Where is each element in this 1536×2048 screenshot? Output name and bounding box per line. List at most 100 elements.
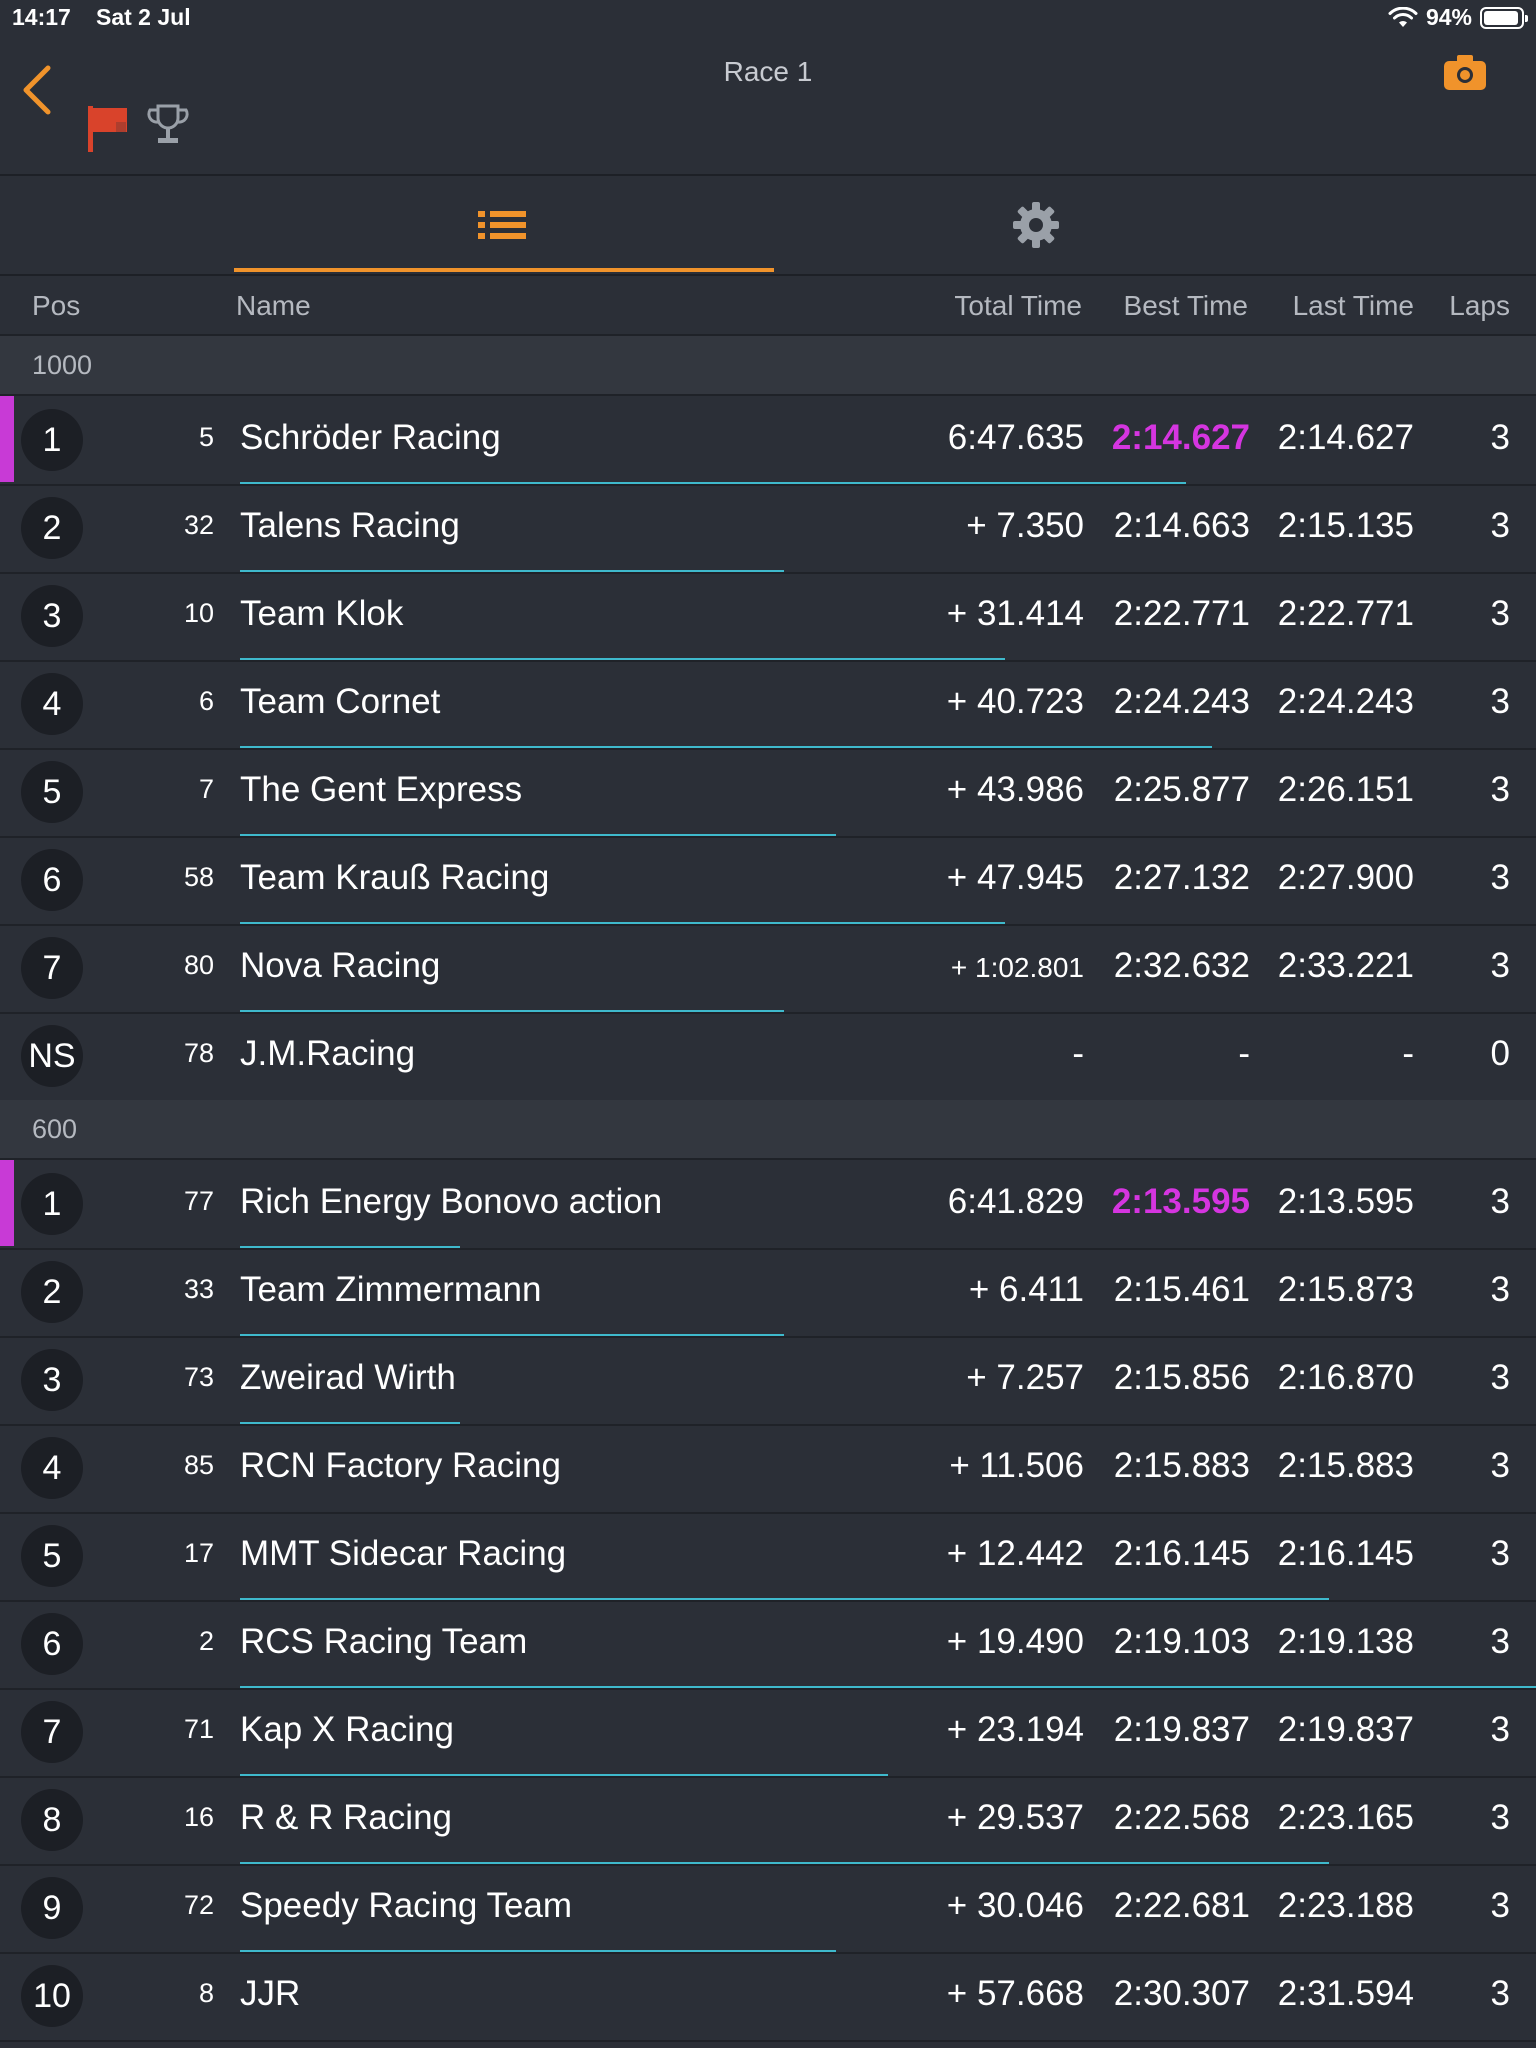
- lap-progress-bar: [240, 1598, 1329, 1600]
- col-last-time: Last Time: [1292, 290, 1414, 321]
- lap-progress-bar: [240, 482, 1186, 484]
- result-row[interactable]: 3 73 Zweirad Wirth + 7.257 2:15.856 2:16.870 3: [0, 1336, 1536, 1426]
- laps-count: 3: [1490, 1710, 1510, 1749]
- team-name: MMT Sidecar Racing: [240, 1534, 567, 1573]
- best-time: 2:19.837: [1113, 1710, 1250, 1749]
- best-time: 2:22.681: [1113, 1886, 1250, 1925]
- last-time: 2:26.151: [1277, 770, 1414, 809]
- total-time: + 47.945: [946, 858, 1084, 897]
- result-row[interactable]: 6 58 Team Krauß Racing + 47.945 2:27.132 2:27…: [0, 836, 1536, 926]
- last-time: 2:14.627: [1277, 418, 1414, 457]
- lap-progress-bar: [240, 1686, 1536, 1688]
- result-row[interactable]: 8 16 R & R Racing + 29.537 2:22.568 2:23.165 3: [0, 1776, 1536, 1866]
- team-name: JJR: [240, 1974, 301, 2013]
- lap-progress-bar: [240, 746, 1212, 748]
- entry-number: 33: [183, 1274, 214, 1304]
- team-name: Team Zimmermann: [240, 1270, 542, 1309]
- result-row[interactable]: 10 8 JJR + 57.668 2:30.307 2:31.594 3: [0, 1952, 1536, 2042]
- last-time: 2:15.873: [1277, 1270, 1414, 1309]
- result-row[interactable]: 2 33 Team Zimmermann + 6.411 2:15.461 2:15.87…: [0, 1248, 1536, 1338]
- status-bar: 14:17 Sat 2 Jul 94%: [0, 0, 1536, 40]
- last-time: 2:13.595: [1277, 1182, 1414, 1221]
- entry-number: 73: [183, 1362, 214, 1392]
- best-time: 2:15.856: [1113, 1358, 1250, 1397]
- lap-progress-bar: [240, 1774, 888, 1776]
- laps-count: 3: [1490, 946, 1510, 985]
- total-time: + 40.723: [946, 682, 1084, 721]
- group-label: 600: [32, 1114, 78, 1144]
- tab-bar: [0, 176, 1536, 276]
- position-badge: 7: [21, 937, 83, 999]
- lap-progress-bar: [240, 834, 836, 836]
- last-time: 2:22.771: [1277, 594, 1414, 633]
- result-row[interactable]: 5 17 MMT Sidecar Racing + 12.442 2:16.145 2:1…: [0, 1512, 1536, 1602]
- result-row[interactable]: 7 80 Nova Racing + 1:02.801 2:32.632 2:33.221…: [0, 924, 1536, 1014]
- tab-settings[interactable]: [768, 176, 1304, 274]
- col-pos: Pos: [32, 290, 81, 321]
- last-time: -: [1402, 1034, 1414, 1073]
- result-row[interactable]: NS 78 J.M.Racing - - - 0: [0, 1012, 1536, 1102]
- position-badge: 9: [21, 1877, 83, 1939]
- team-name: Kap X Racing: [240, 1710, 455, 1749]
- result-row[interactable]: 4 6 Team Cornet + 40.723 2:24.243 2:24.243 3: [0, 660, 1536, 750]
- tab-list[interactable]: [234, 176, 770, 274]
- best-time: -: [1238, 1034, 1250, 1073]
- page-title: Race 1: [723, 56, 813, 87]
- entry-number: 71: [183, 1714, 214, 1744]
- lap-progress-bar: [240, 1950, 836, 1952]
- best-time: 2:30.307: [1113, 1974, 1250, 2013]
- result-row[interactable]: 6 2 RCS Racing Team + 19.490 2:19.103 2:19.13…: [0, 1600, 1536, 1690]
- entry-number: 85: [183, 1450, 214, 1480]
- entry-number: 7: [198, 774, 214, 804]
- position-badge: 2: [21, 1261, 83, 1323]
- total-time: + 7.350: [966, 506, 1084, 545]
- flag-icon[interactable]: [86, 102, 132, 154]
- last-time: 2:19.837: [1277, 1710, 1414, 1749]
- entry-number: 58: [183, 862, 214, 892]
- result-row[interactable]: 3 10 Team Klok + 31.414 2:22.771 2:22.771 3: [0, 572, 1536, 662]
- result-row[interactable]: 5 7 The Gent Express + 43.986 2:25.877 2:26.1…: [0, 748, 1536, 838]
- result-row[interactable]: 1 77 Rich Energy Bonovo action 6:41.829 2:13…: [0, 1160, 1536, 1250]
- battery-percent: 94%: [1425, 4, 1472, 30]
- result-row[interactable]: 9 72 Speedy Racing Team + 30.046 2:22.681 2:2…: [0, 1864, 1536, 1954]
- total-time: + 23.194: [946, 1710, 1084, 1749]
- lap-progress-bar: [240, 1334, 784, 1336]
- result-row[interactable]: 2 32 Talens Racing + 7.350 2:14.663 2:15.135 3: [0, 484, 1536, 574]
- nav-bar: Race 1: [0, 40, 1536, 176]
- laps-count: 3: [1490, 1182, 1510, 1221]
- team-name: Team Klok: [240, 594, 404, 633]
- list-icon: [478, 211, 526, 239]
- group-label: 1000: [32, 350, 93, 380]
- position-badge: 6: [21, 1613, 83, 1675]
- position-badge: 2: [21, 497, 83, 559]
- position-badge: 10: [21, 1965, 83, 2027]
- leader-marker: [0, 1160, 14, 1246]
- total-time: + 57.668: [946, 1974, 1084, 2013]
- camera-icon[interactable]: [1442, 52, 1488, 92]
- entry-number: 10: [183, 598, 214, 628]
- laps-count: 3: [1490, 506, 1510, 545]
- entry-number: 72: [183, 1890, 214, 1920]
- result-row[interactable]: 7 71 Kap X Racing + 23.194 2:19.837 2:19.837 3: [0, 1688, 1536, 1778]
- back-chevron-icon[interactable]: [14, 60, 58, 120]
- best-time: 2:15.883: [1113, 1446, 1250, 1485]
- position-badge: 1: [21, 1173, 83, 1235]
- gear-icon: [1013, 202, 1059, 248]
- position-badge: 5: [21, 1525, 83, 1587]
- last-time: 2:19.138: [1277, 1622, 1414, 1661]
- lap-progress-bar: [240, 1862, 1329, 1864]
- team-name: Team Cornet: [240, 682, 441, 721]
- entry-number: 2: [198, 1626, 214, 1656]
- best-time: 2:22.771: [1113, 594, 1250, 633]
- total-time: -: [1072, 1034, 1084, 1073]
- result-row[interactable]: 4 85 RCN Factory Racing + 11.506 2:15.883 2:1…: [0, 1424, 1536, 1514]
- last-time: 2:31.594: [1277, 1974, 1414, 2013]
- lap-progress-bar: [240, 570, 784, 572]
- best-time: 2:25.877: [1113, 770, 1250, 809]
- team-name: RCS Racing Team: [240, 1622, 528, 1661]
- trophy-icon[interactable]: [146, 102, 190, 150]
- team-name: Nova Racing: [240, 946, 441, 985]
- status-time: 14:17: [12, 4, 71, 30]
- position-badge: 3: [21, 1349, 83, 1411]
- result-row[interactable]: 1 5 Schröder Racing 6:47.635 2:14.627 2:14.62…: [0, 396, 1536, 486]
